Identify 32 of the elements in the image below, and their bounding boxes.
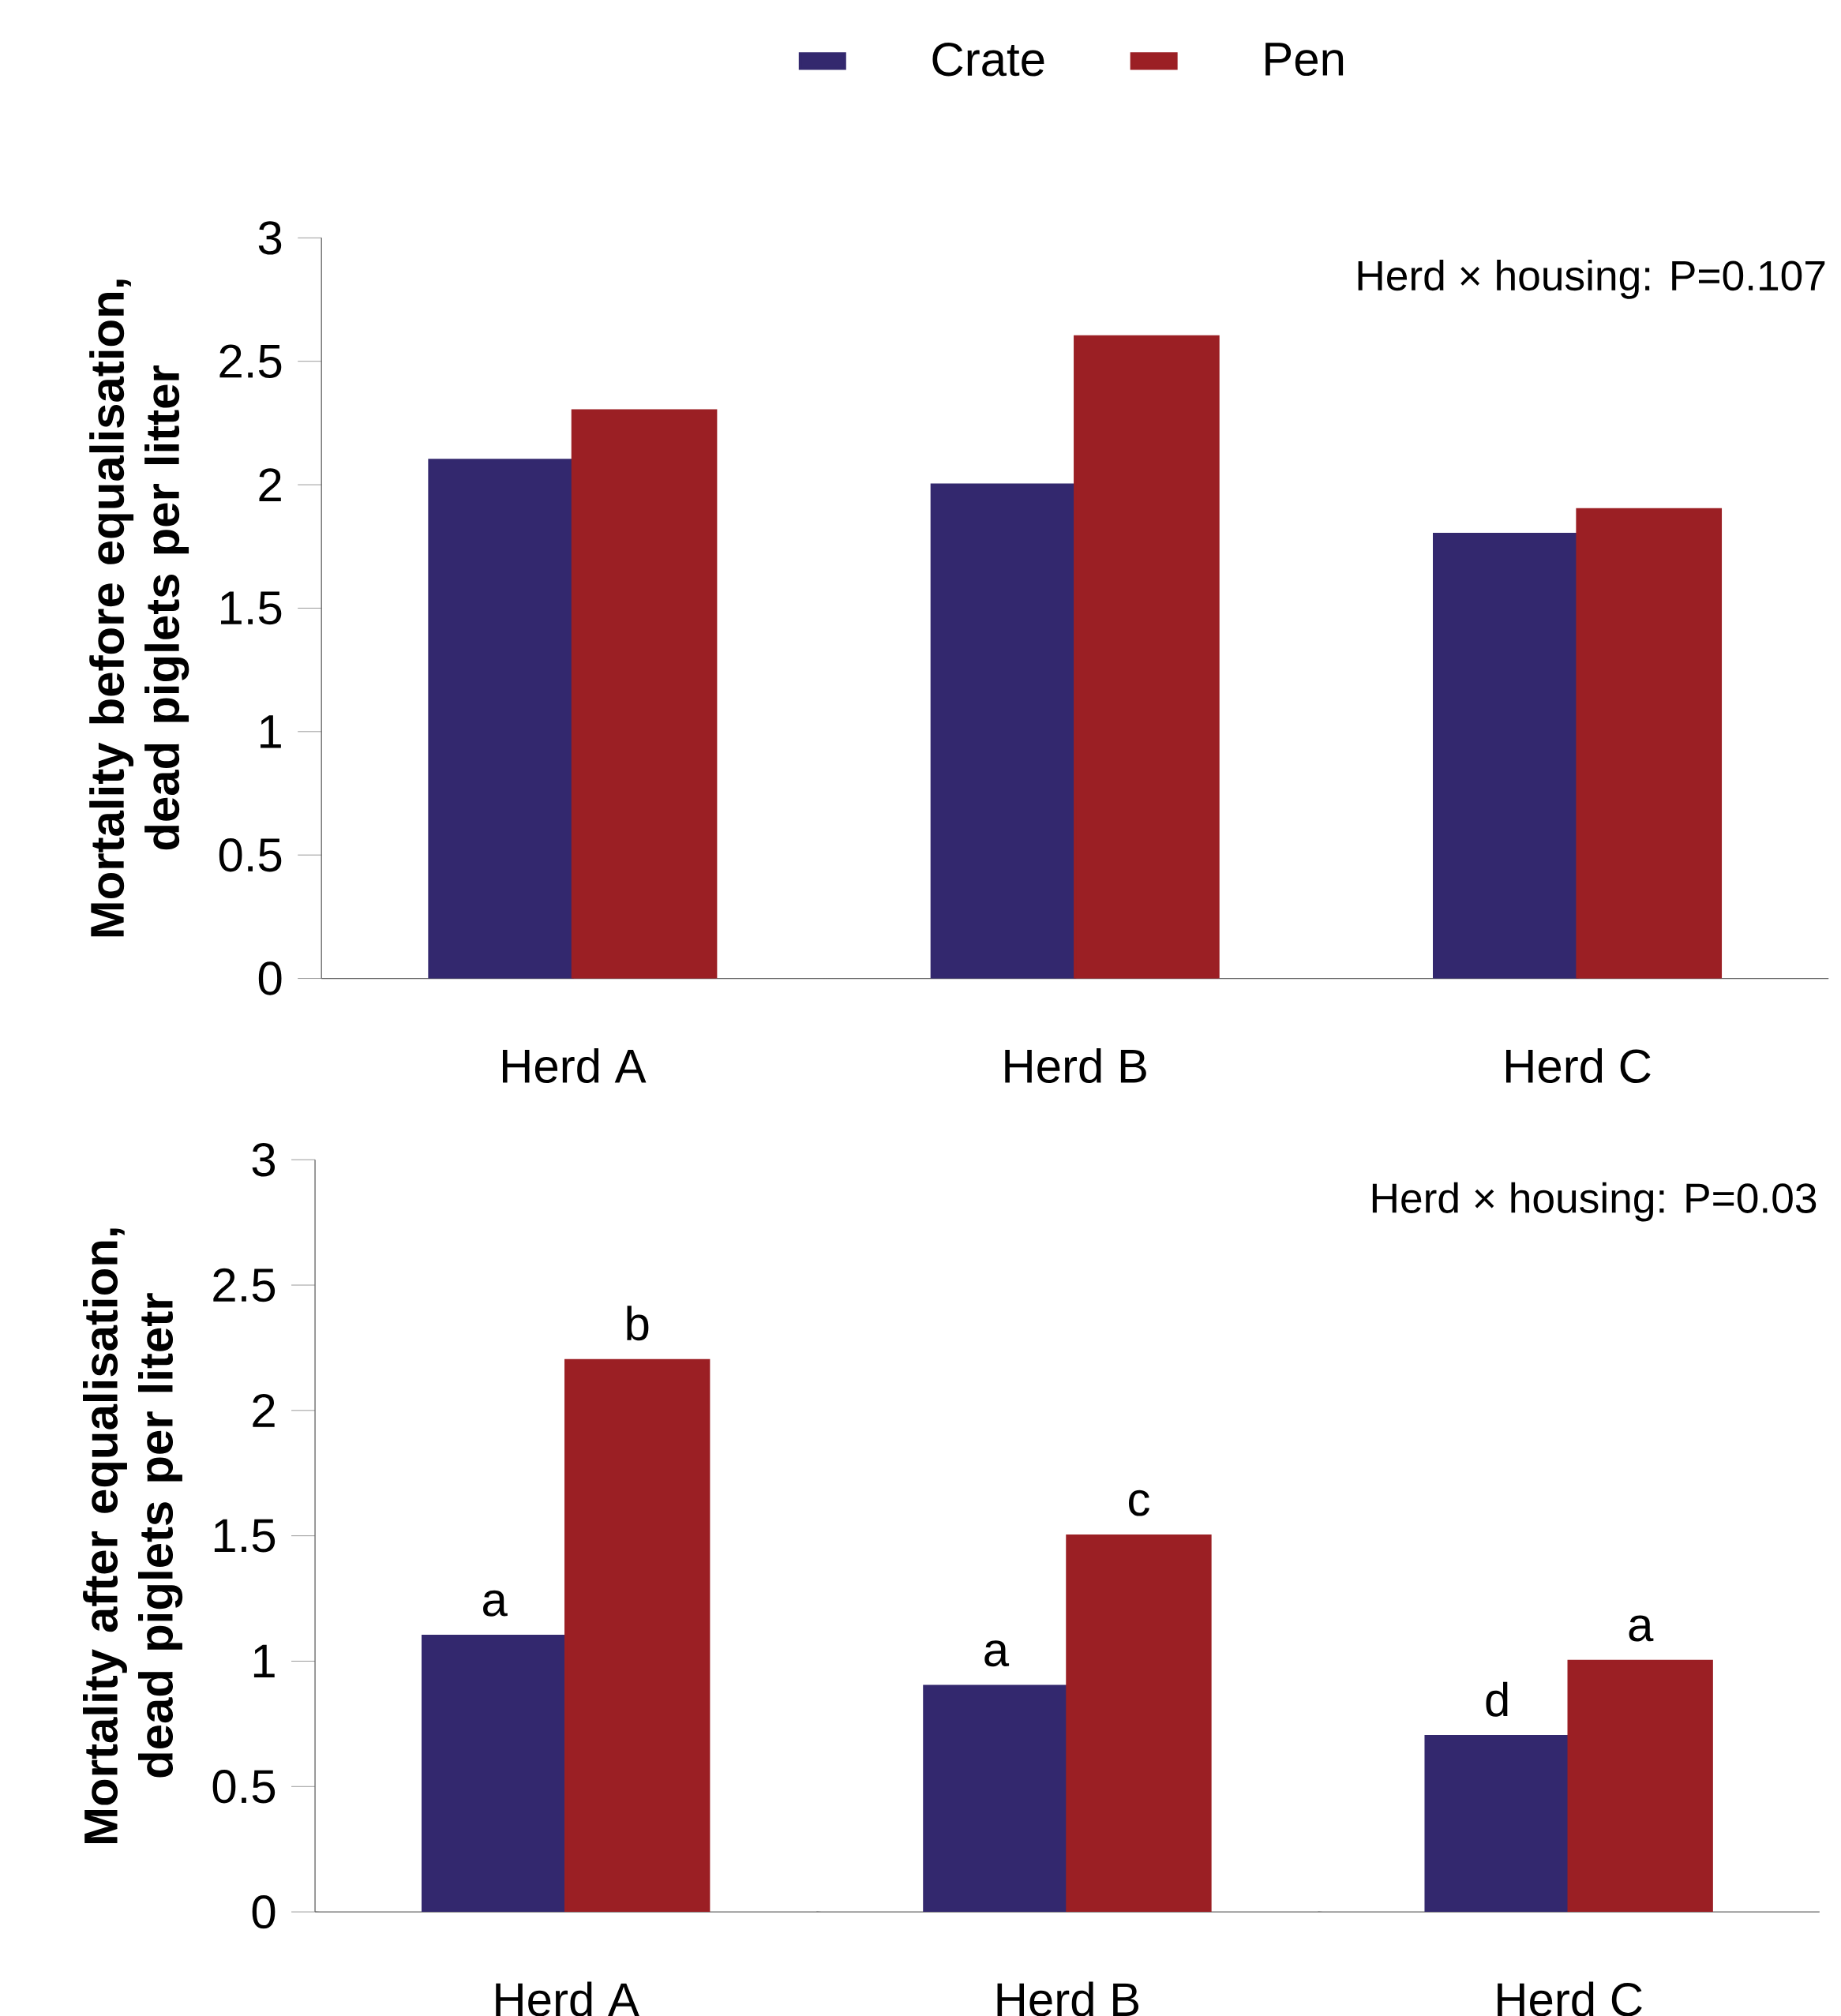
x-tick-label: Herd A (496, 1981, 639, 2016)
annotation: Herd × housing: P=0.107 (1358, 260, 1825, 299)
y-tick-label: 3 (252, 1143, 275, 1177)
x-tick-label: Herd C (1505, 1047, 1651, 1083)
legend-label: Pen (1265, 43, 1343, 77)
y-tick-label: 2.5 (213, 1268, 275, 1302)
annotation: d (1486, 1681, 1508, 1717)
y-axis-title: Mortality before equalisation, dead piglets per litter (88, 279, 189, 937)
annotation: c (1128, 1490, 1149, 1516)
y-tick-label: 0 (258, 961, 282, 995)
y-tick-label: 1 (260, 715, 281, 748)
annotation: Herd × housing: P=0.03 (1372, 1182, 1816, 1222)
y-tick-label: 0.5 (219, 838, 282, 872)
y-tick-label: 2 (253, 1393, 275, 1427)
annotation: a (482, 1590, 508, 1617)
y-tick-label: 1 (253, 1644, 275, 1678)
annotation: a (1629, 1615, 1654, 1642)
y-tick-label: 0.5 (212, 1770, 275, 1804)
y-axis-title: Mortality after equalisation, dead piglets per litetr (82, 1228, 182, 1843)
annotation: a (984, 1640, 1009, 1667)
y-tick-label: 1.5 (220, 591, 282, 625)
y-tick-label: 3 (258, 221, 281, 255)
y-tick-label: 1.5 (214, 1519, 275, 1553)
legend-label: Crate (932, 42, 1044, 77)
y-tick-label: 0 (252, 1894, 276, 1929)
annotation: b (627, 1306, 649, 1341)
x-tick-label: Herd C (1497, 1981, 1642, 2016)
x-tick-label: Herd B (997, 1981, 1138, 2016)
x-tick-label: Herd B (1005, 1047, 1146, 1083)
x-tick-label: Herd A (502, 1047, 647, 1083)
y-tick-label: 2 (259, 468, 281, 502)
y-tick-label: 2.5 (219, 344, 282, 378)
